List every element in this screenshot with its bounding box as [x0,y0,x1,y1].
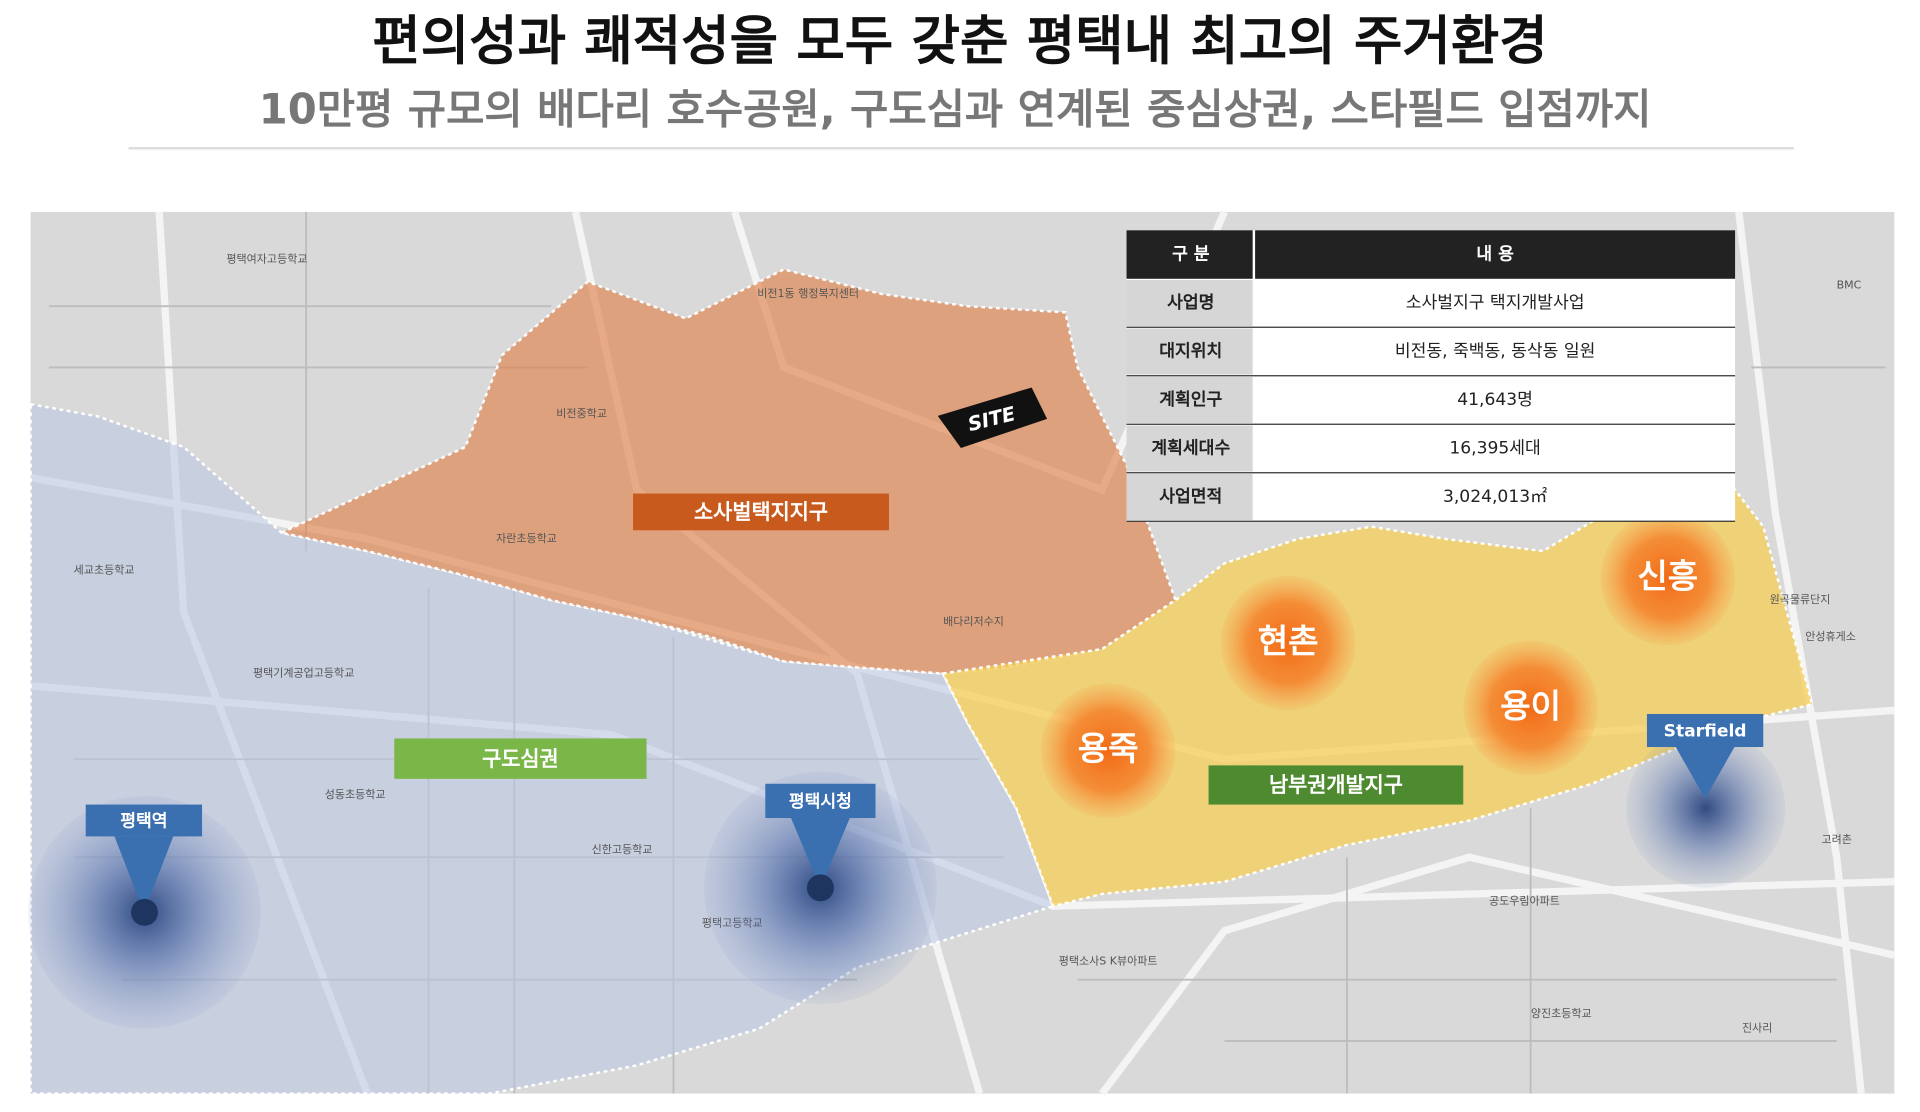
south-zone [941,488,1814,908]
zone-label: 소사벌택지지구 [694,500,828,524]
map-label: 세교초등학교 [74,564,135,577]
table-cell: 비전동, 죽백동, 동삭동 일원 [1395,342,1596,362]
title: 편의성과 쾌적성을 모두 갖춘 평택내 최고의 주거환경 [372,11,1547,72]
map-label: 자란초등학교 [496,532,557,545]
map-label: 비전중학교 [556,407,607,420]
site-tag: SITE [937,387,1048,448]
area-circle [1463,640,1598,776]
map-label: 진사리 [1742,1022,1772,1035]
map-label: 비전1동 행정복지센터 [757,287,859,300]
map-label: 원곡물류단지 [1770,593,1831,606]
table-cell: 16,395세대 [1449,438,1540,458]
marker-pin [791,818,850,888]
marker-label: Starfield [1664,722,1747,742]
table-header: 구 분 [1172,245,1210,265]
area-label: 신흥 [1637,557,1698,596]
zone-tag [633,493,889,531]
map-label: BMC [1837,278,1862,291]
table-cell: 대지위치 [1159,342,1222,362]
marker-pin [1675,747,1735,799]
area-label: 용죽 [1078,729,1139,768]
marker-box [765,783,876,819]
map-label: 공도우림아파트 [1489,894,1560,907]
zone-label: 남부권개발지구 [1269,773,1403,797]
table-header: 내 용 [1476,245,1514,265]
map-label: 평택기계공업고등학교 [253,667,354,680]
marker-box [1646,713,1764,748]
table-cell: 3,024,013㎡ [1443,487,1547,507]
table-key-cell [1126,376,1253,424]
table-cell: 계획세대수 [1151,438,1230,458]
subtitle: 10만평 규모의 배다리 호수공원, 구도심과 연계된 중심상권, 스타필드 입… [259,85,1652,134]
zone-tag [1208,765,1464,805]
marker-dot [806,874,834,902]
area-circle [1600,510,1736,646]
map-label: 평택여자고등학교 [226,253,307,266]
site-shape [937,387,1048,448]
table-key-cell [1126,328,1253,375]
map-label: 평택소사S K뷰아파트 [1059,954,1158,967]
area-circle [1040,683,1176,819]
table-cell: 41,643명 [1457,390,1533,410]
table-head-value [1255,230,1736,279]
marker-box [85,804,203,837]
map-label: 성동초등학교 [325,788,386,801]
table-cell: 계획인구 [1159,390,1222,410]
area-label: 현촌 [1258,621,1319,660]
zone-label: 구도심권 [482,747,559,771]
map-label: 안성휴게소 [1805,630,1856,643]
map-label: 고려촌 [1822,833,1852,846]
table-head-key [1126,230,1253,279]
sosabeol-zone [277,268,1177,675]
zone-tag [394,738,647,779]
table-cell: 사업면적 [1159,487,1222,507]
table-cell: 소사벌지구 택지개발사업 [1406,293,1585,313]
area-label: 용이 [1500,686,1561,725]
table-key-cell [1126,473,1253,520]
area-circle [1220,575,1356,711]
map-label: 양진초등학교 [1531,1007,1592,1020]
marker-dot [131,898,158,926]
table-cell: 사업명 [1167,293,1214,313]
marker-halo [1626,728,1786,888]
map-label: 배다리저수지 [943,615,1004,628]
marker-label: 평택역 [120,812,167,832]
marker-pin [114,836,174,913]
marker-label: 평택시청 [789,791,852,812]
table-key-cell [1126,280,1253,327]
map-label: 신한고등학교 [592,843,653,856]
table-key-cell [1126,425,1253,472]
